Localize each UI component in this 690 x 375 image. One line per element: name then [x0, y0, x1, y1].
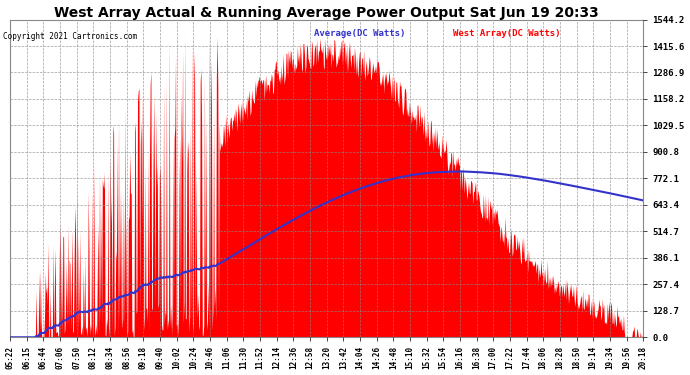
- Text: Copyright 2021 Cartronics.com: Copyright 2021 Cartronics.com: [3, 32, 137, 41]
- Title: West Array Actual & Running Average Power Output Sat Jun 19 20:33: West Array Actual & Running Average Powe…: [55, 6, 599, 20]
- Text: Average(DC Watts): Average(DC Watts): [314, 29, 405, 38]
- Text: West Array(DC Watts): West Array(DC Watts): [453, 29, 561, 38]
